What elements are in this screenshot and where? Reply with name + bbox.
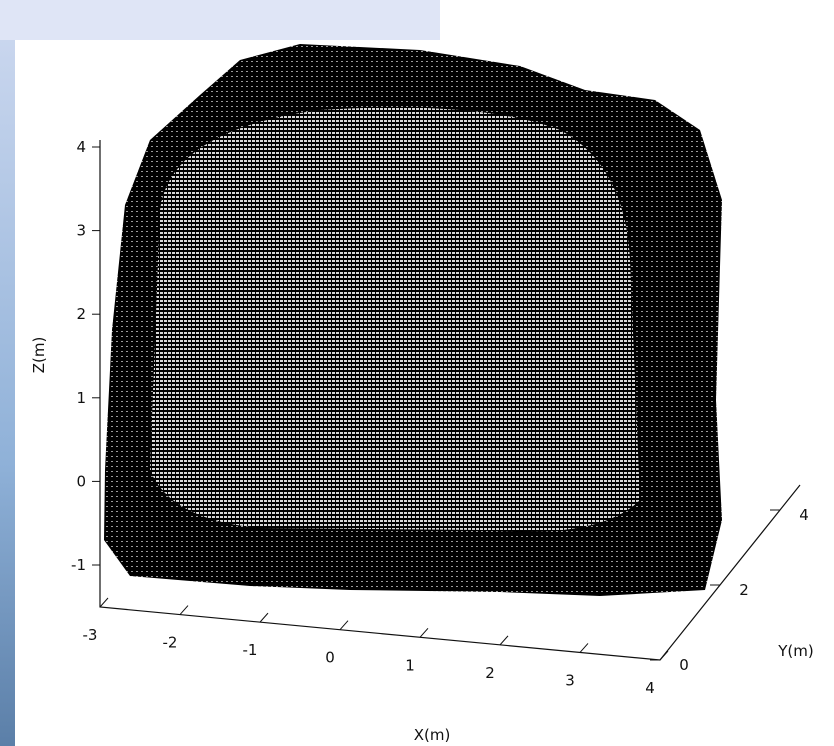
x-tick xyxy=(340,621,348,630)
x-tick xyxy=(180,606,188,615)
x-tick-label: 4 xyxy=(645,679,655,697)
y-tick-label: 0 xyxy=(679,656,689,674)
x-tick-label: 2 xyxy=(485,664,495,682)
y-axis-label: Y(m) xyxy=(777,642,813,660)
slide-header xyxy=(0,0,440,40)
z-tick-label: 1 xyxy=(76,389,86,407)
z-tick-label: 4 xyxy=(76,138,86,156)
x-tick-label: 0 xyxy=(325,649,335,667)
x-tick xyxy=(660,651,668,660)
page: a Z(m) X(m) Y(m) 43210-1-3-2-101234024 (… xyxy=(0,0,834,746)
slide-strip xyxy=(0,40,15,746)
x-tick xyxy=(500,636,508,645)
z-axis-label: Z(m) xyxy=(30,337,48,374)
z-tick-label: -1 xyxy=(71,556,86,574)
z-tick-label: 0 xyxy=(76,472,86,490)
y-tick-label: 4 xyxy=(799,506,809,524)
z-tick-label: 3 xyxy=(76,222,86,240)
x-tick-label: -1 xyxy=(243,641,258,659)
x-tick-label: -2 xyxy=(163,634,178,652)
screenshot: a Z(m) X(m) Y(m) 43210-1-3-2-101234024 xyxy=(0,0,834,746)
x-tick-label: 3 xyxy=(565,671,575,689)
point-cloud-face xyxy=(150,108,640,533)
x-tick-label: 1 xyxy=(405,656,415,674)
z-tick-label: 2 xyxy=(76,305,86,323)
x-tick xyxy=(100,598,108,607)
x-tick-label: -3 xyxy=(83,626,98,644)
x-tick xyxy=(420,628,428,637)
y-tick-label: 2 xyxy=(739,581,749,599)
x-tick xyxy=(580,643,588,652)
x-axis-label: X(m) xyxy=(414,726,451,744)
x-tick xyxy=(260,613,268,622)
